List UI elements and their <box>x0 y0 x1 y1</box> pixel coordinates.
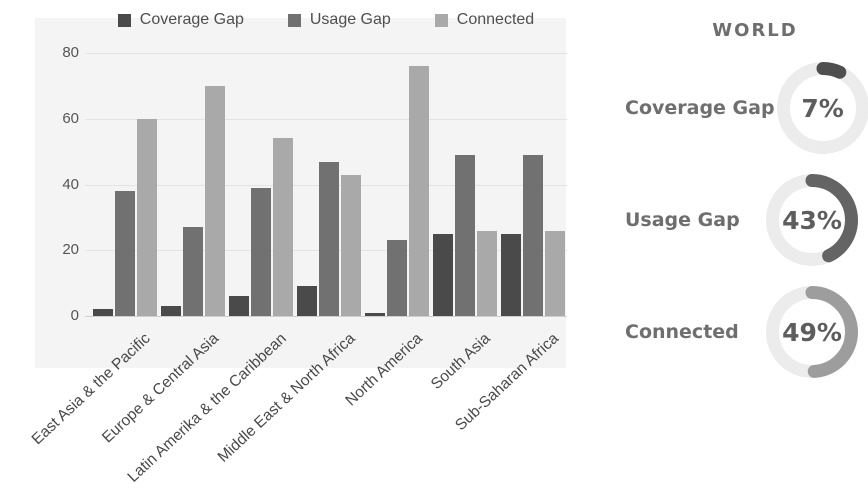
coverage-gap-donut: 7% <box>775 60 868 156</box>
x-axis-line <box>85 316 567 317</box>
donut-ring-icon <box>766 174 858 266</box>
world-stat-value: 7% <box>801 93 844 123</box>
bar-usage-gap[interactable] <box>183 227 203 316</box>
y-axis-tick: 20 <box>62 241 79 258</box>
bar-connected[interactable] <box>205 85 225 316</box>
legend-item-coverage-gap[interactable]: Coverage Gap <box>117 11 244 29</box>
y-axis-tick: 0 <box>70 307 79 324</box>
legend-swatch-icon <box>434 13 448 27</box>
bar-groups <box>91 53 567 316</box>
world-panel-title: WORLD <box>712 20 798 41</box>
bar-group <box>159 53 227 316</box>
bar-group <box>431 53 499 316</box>
bar-group <box>227 53 295 316</box>
bar-group <box>499 53 567 316</box>
bar-connected[interactable] <box>409 66 429 316</box>
world-stat-value: 43% <box>782 205 842 235</box>
legend-label: Coverage Gap <box>139 11 244 28</box>
bar-usage-gap[interactable] <box>115 191 135 316</box>
bar-group <box>363 53 431 316</box>
connected-donut: 49% <box>764 284 860 380</box>
donut-ring-icon <box>766 286 858 378</box>
donut-ring-icon <box>776 62 868 154</box>
bar-coverage-gap[interactable] <box>297 286 317 316</box>
legend-label: Usage Gap <box>309 11 391 28</box>
world-stat-row-connected: Connected 49% <box>625 284 860 380</box>
bar-group <box>295 53 363 316</box>
usage-gap-donut: 43% <box>764 172 860 268</box>
world-stat-row-usage-gap: Usage Gap 43% <box>625 172 860 268</box>
bar-usage-gap[interactable] <box>319 161 339 316</box>
world-stat-value: 49% <box>782 317 842 347</box>
bar-coverage-gap[interactable] <box>229 296 249 316</box>
bar-connected[interactable] <box>137 118 157 316</box>
bar-usage-gap[interactable] <box>251 187 271 316</box>
world-stat-row-coverage-gap: Coverage Gap 7% <box>625 60 868 156</box>
gridline <box>85 119 567 120</box>
bar-group <box>91 53 159 316</box>
y-axis-tick: 80 <box>62 44 79 61</box>
bar-usage-gap[interactable] <box>523 154 543 316</box>
bar-usage-gap[interactable] <box>387 240 407 316</box>
legend-item-connected[interactable]: Connected <box>434 11 535 29</box>
world-stat-label: Coverage Gap <box>625 97 775 119</box>
bar-coverage-gap[interactable] <box>93 309 113 316</box>
bar-connected[interactable] <box>545 230 565 316</box>
bar-coverage-gap[interactable] <box>365 312 385 316</box>
bar-usage-gap[interactable] <box>455 154 475 316</box>
gridline <box>85 53 567 54</box>
bar-coverage-gap[interactable] <box>501 233 521 316</box>
bar-coverage-gap[interactable] <box>161 306 181 316</box>
chart-legend: Coverage Gap Usage Gap Connected <box>85 11 567 29</box>
world-stat-label: Connected <box>625 321 739 343</box>
bar-connected[interactable] <box>341 174 361 316</box>
y-axis-tick: 60 <box>62 110 79 127</box>
world-stat-label: Usage Gap <box>625 209 740 231</box>
legend-swatch-icon <box>287 13 301 27</box>
legend-label: Connected <box>456 11 535 28</box>
bar-connected[interactable] <box>477 230 497 316</box>
legend-swatch-icon <box>117 13 131 27</box>
bar-connected[interactable] <box>273 138 293 316</box>
bar-coverage-gap[interactable] <box>433 233 453 316</box>
legend-item-usage-gap[interactable]: Usage Gap <box>287 11 391 29</box>
y-axis-tick: 40 <box>62 176 79 193</box>
